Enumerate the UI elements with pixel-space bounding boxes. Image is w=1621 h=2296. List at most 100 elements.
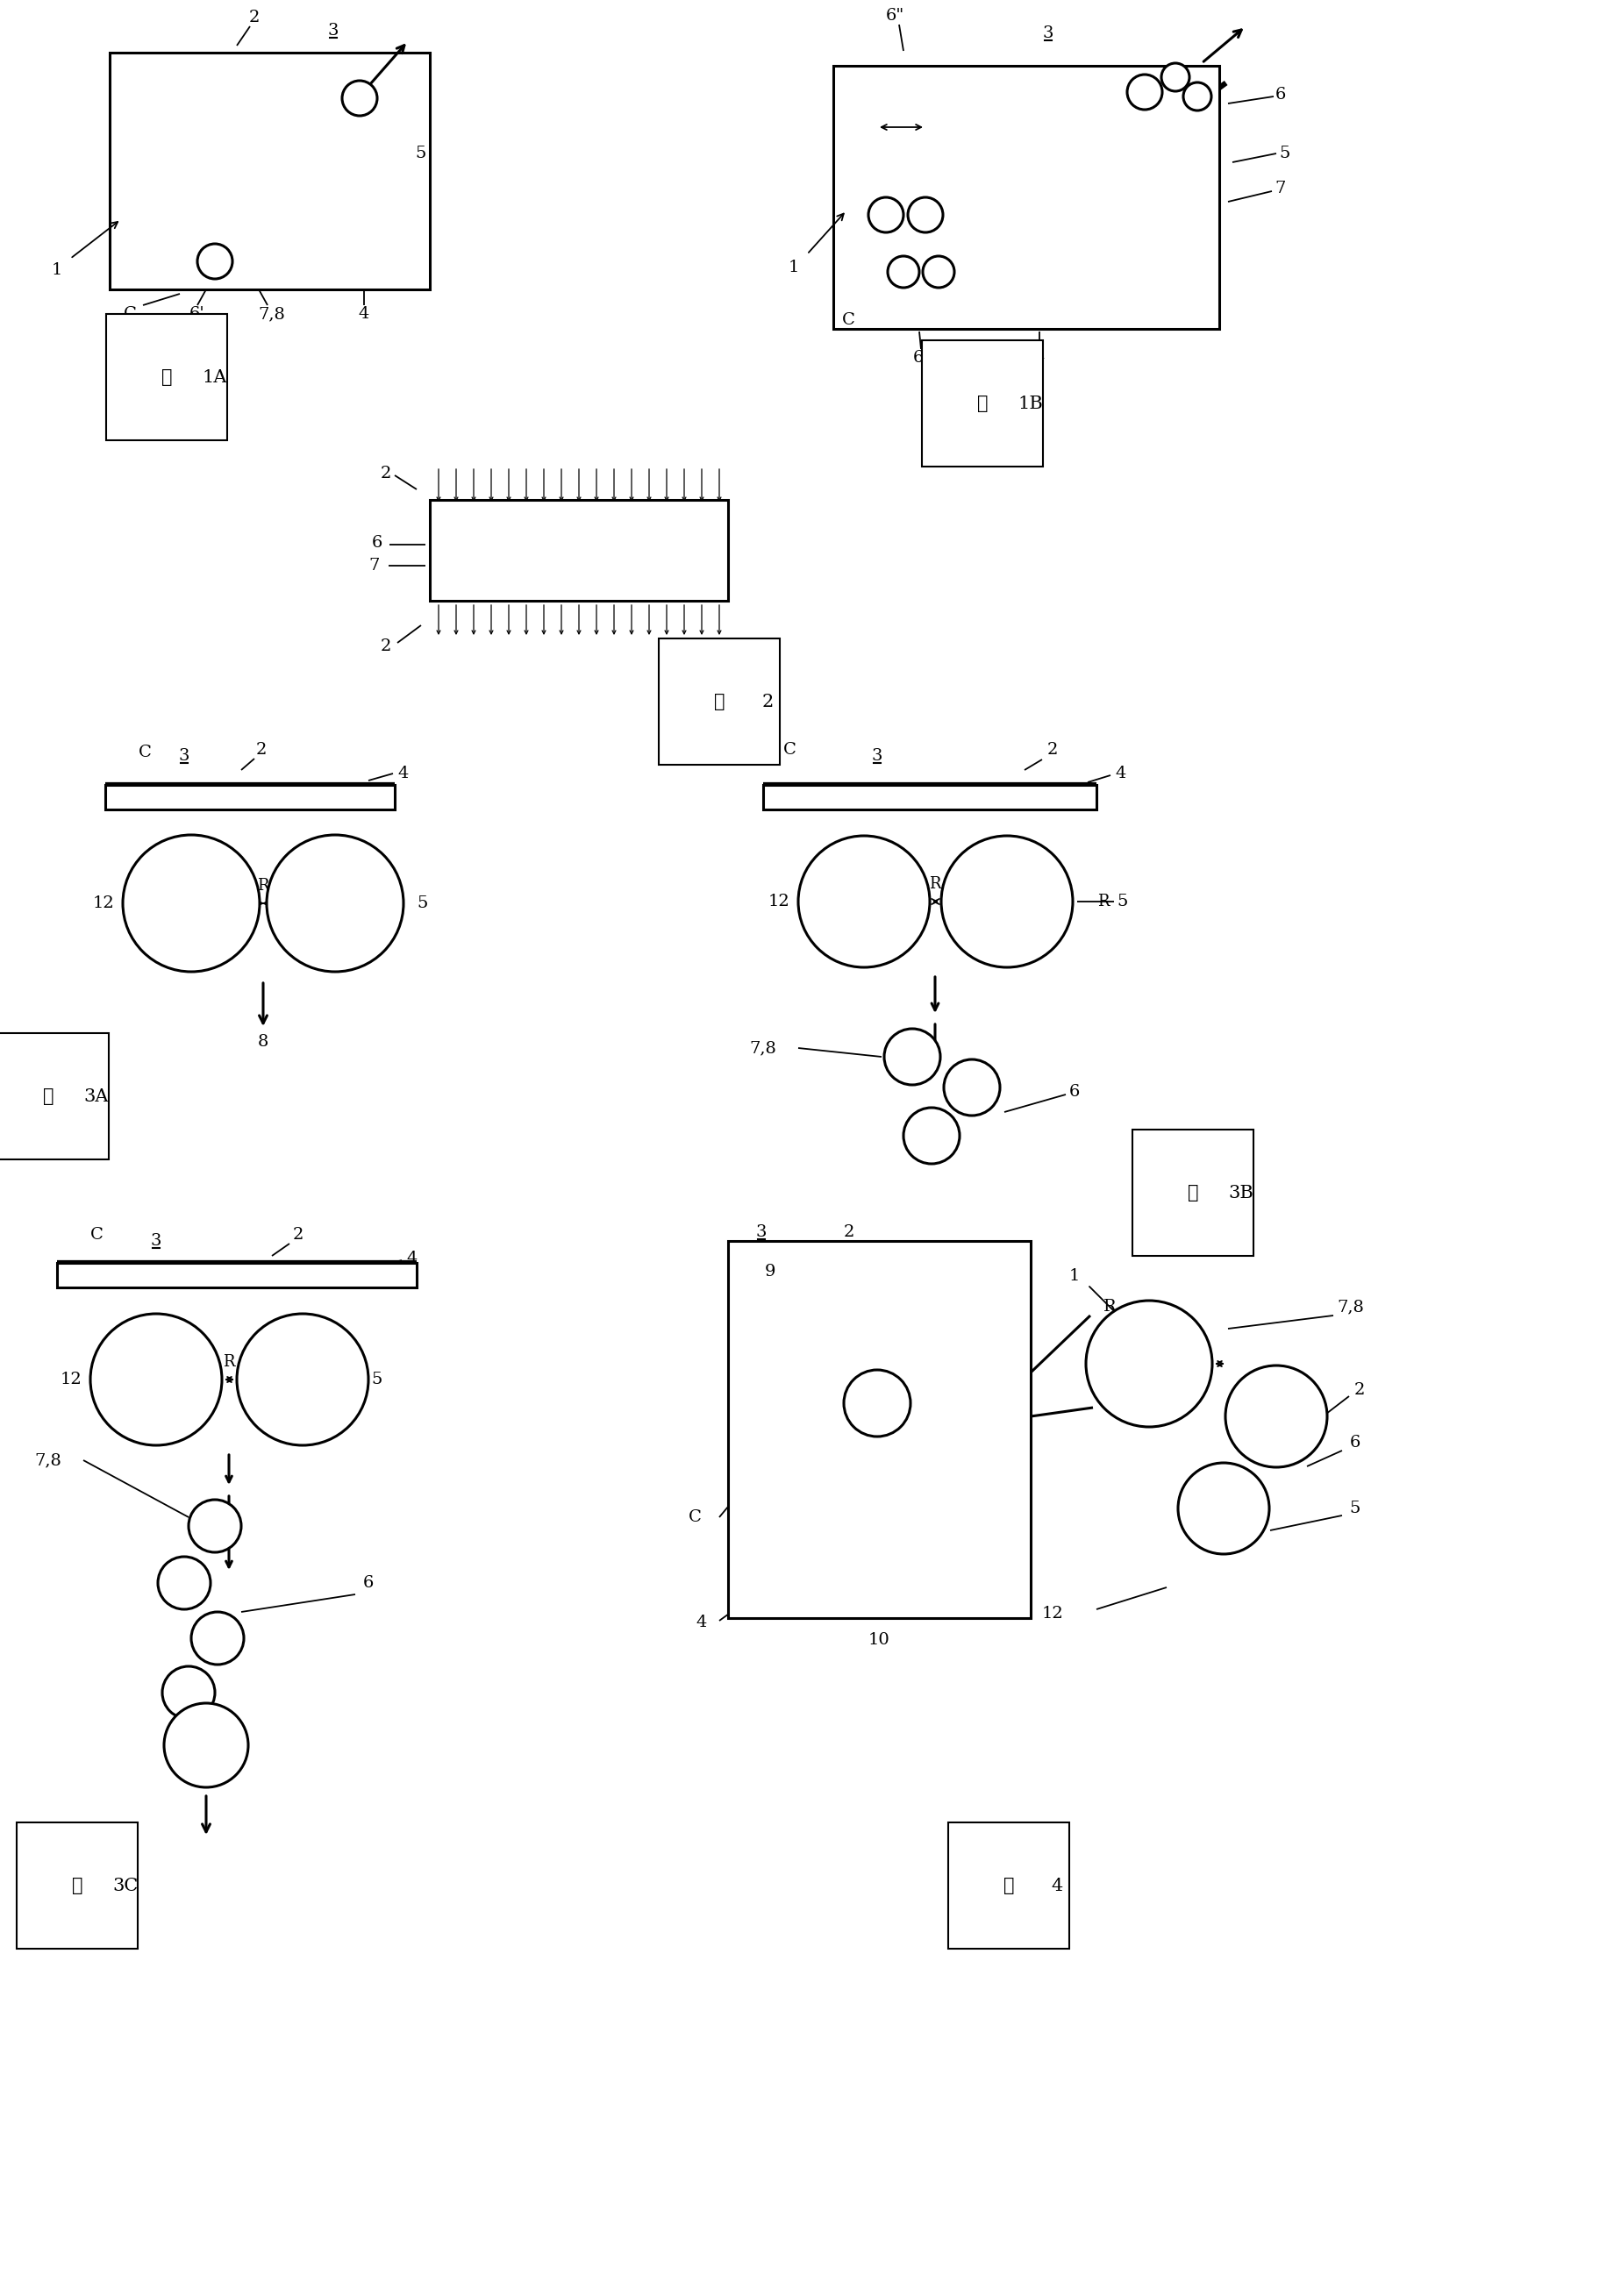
Circle shape (237, 1313, 368, 1444)
Circle shape (869, 197, 903, 232)
Circle shape (1178, 1463, 1269, 1554)
Text: 9: 9 (765, 1263, 775, 1279)
Circle shape (91, 1313, 222, 1444)
Text: 5: 5 (1117, 893, 1128, 909)
Text: C: C (689, 1508, 702, 1525)
Text: 1: 1 (52, 262, 63, 278)
Text: C: C (138, 744, 151, 760)
Circle shape (198, 243, 232, 278)
Text: 4: 4 (1115, 765, 1127, 781)
Text: R: R (224, 1355, 235, 1371)
Circle shape (1183, 83, 1211, 110)
Circle shape (1161, 64, 1190, 92)
Text: 2: 2 (250, 9, 259, 25)
Text: 图: 图 (1003, 1878, 1015, 1894)
Circle shape (162, 1667, 216, 1720)
Circle shape (188, 1499, 242, 1552)
Text: 图: 图 (160, 370, 172, 386)
Text: 2: 2 (1354, 1382, 1365, 1398)
Text: 4: 4 (399, 765, 408, 781)
Text: 图: 图 (977, 395, 987, 411)
Bar (430, 501, 728, 602)
Text: 5: 5 (371, 1371, 383, 1387)
Text: 2: 2 (843, 1224, 854, 1240)
Text: 2: 2 (1047, 742, 1059, 758)
Text: 3: 3 (872, 748, 883, 765)
Text: 4: 4 (358, 305, 370, 321)
Text: 7,8: 7,8 (749, 1040, 776, 1056)
Text: 5: 5 (415, 145, 426, 161)
Circle shape (1127, 73, 1162, 110)
Circle shape (123, 836, 259, 971)
Circle shape (191, 1612, 243, 1665)
Text: 3: 3 (151, 1233, 162, 1249)
Bar (105, 785, 396, 810)
Text: 1: 1 (1070, 1267, 1080, 1283)
Text: R: R (929, 877, 940, 891)
Circle shape (908, 197, 943, 232)
Circle shape (1225, 1366, 1328, 1467)
Text: 3: 3 (1042, 25, 1054, 41)
Text: 8: 8 (258, 1033, 269, 1049)
Text: 图: 图 (42, 1088, 53, 1104)
Text: 12: 12 (768, 893, 789, 909)
Text: R: R (1104, 1300, 1117, 1316)
Text: 3: 3 (755, 1224, 767, 1240)
Text: C: C (841, 312, 854, 328)
Text: 3A: 3A (84, 1088, 109, 1104)
Text: 5: 5 (1279, 145, 1290, 161)
Text: 2: 2 (762, 693, 773, 709)
Text: 6': 6' (913, 349, 929, 365)
Text: 2: 2 (381, 638, 391, 654)
Circle shape (798, 836, 930, 967)
Text: 6": 6" (885, 7, 905, 23)
Text: 2: 2 (293, 1226, 303, 1242)
Text: 3B: 3B (1229, 1185, 1253, 1201)
Bar (728, 1240, 1031, 1619)
Text: 4: 4 (697, 1614, 707, 1630)
Text: R: R (1097, 893, 1109, 909)
Circle shape (883, 1029, 940, 1084)
Text: 图: 图 (713, 693, 725, 709)
Text: C: C (123, 305, 136, 321)
Text: 图: 图 (1188, 1185, 1198, 1201)
Circle shape (943, 1058, 1000, 1116)
Text: 7,8: 7,8 (1337, 1300, 1365, 1316)
Circle shape (342, 80, 378, 115)
Text: 图: 图 (71, 1878, 83, 1894)
Circle shape (157, 1557, 211, 1609)
Bar (833, 67, 1219, 328)
Circle shape (1086, 1300, 1213, 1426)
Circle shape (942, 836, 1073, 967)
Bar (763, 785, 1096, 810)
Bar (57, 1263, 417, 1288)
Text: 10: 10 (869, 1632, 890, 1649)
Circle shape (164, 1704, 248, 1786)
Text: 7,8: 7,8 (258, 305, 285, 321)
Text: 7,8: 7,8 (34, 1453, 62, 1467)
Text: 4: 4 (1034, 349, 1046, 365)
Text: 4: 4 (1050, 1878, 1063, 1894)
Text: 7: 7 (370, 558, 379, 574)
Text: 1B: 1B (1018, 395, 1044, 411)
Text: 3C: 3C (112, 1878, 138, 1894)
Text: 5: 5 (417, 895, 428, 912)
Text: 6: 6 (1276, 87, 1285, 103)
Circle shape (903, 1107, 960, 1164)
Text: 1A: 1A (203, 370, 227, 386)
Bar (110, 53, 430, 289)
Text: 4: 4 (407, 1251, 418, 1267)
Text: 6': 6' (190, 305, 206, 321)
Text: C: C (783, 742, 796, 758)
Text: 5: 5 (1350, 1502, 1360, 1515)
Text: 3: 3 (327, 23, 339, 39)
Circle shape (267, 836, 404, 971)
Text: C: C (89, 1226, 104, 1242)
Text: 12: 12 (92, 895, 115, 912)
Circle shape (888, 257, 919, 287)
Text: 2: 2 (256, 742, 267, 758)
Text: 12: 12 (60, 1371, 83, 1387)
Text: 6: 6 (363, 1575, 374, 1591)
Text: 6: 6 (1350, 1435, 1360, 1451)
Text: 6: 6 (371, 535, 383, 551)
